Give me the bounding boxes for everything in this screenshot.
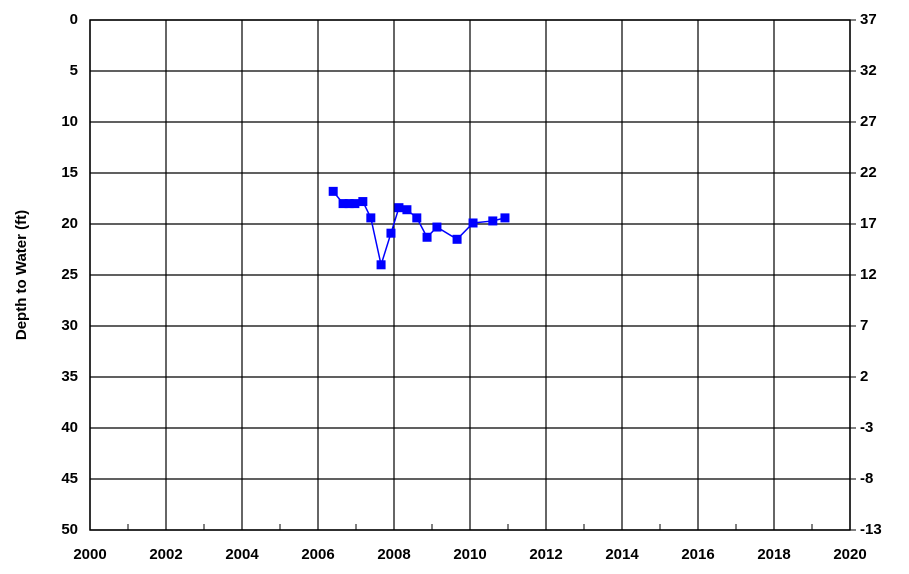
- y-tick-label: 20: [61, 215, 78, 232]
- data-point: [500, 213, 510, 223]
- data-point: [338, 199, 348, 209]
- y-tick-label: 40: [61, 419, 78, 436]
- data-point: [422, 232, 432, 242]
- y2-tick-label: 22: [860, 164, 877, 181]
- data-point: [328, 186, 338, 196]
- x-tick-label: 2000: [73, 546, 106, 563]
- data-point: [452, 234, 462, 244]
- x-tick-label: 2012: [529, 546, 562, 563]
- y-tick-label: 25: [61, 266, 78, 283]
- plot-frame: [89, 19, 851, 531]
- x-tick-label: 2006: [301, 546, 334, 563]
- y2-tick-label: 37: [860, 11, 877, 28]
- x-tick-label: 2016: [681, 546, 714, 563]
- x-tick-label: 2002: [149, 546, 182, 563]
- y2-tick-label: 2: [860, 368, 868, 385]
- data-point: [468, 218, 478, 228]
- y-tick-label: 10: [61, 113, 78, 130]
- y2-tick-label: -8: [860, 470, 873, 487]
- data-point: [376, 260, 386, 270]
- y2-tick-label: -13: [860, 521, 882, 538]
- y2-tick-label: 32: [860, 62, 877, 79]
- y-tick-label: 50: [61, 521, 78, 538]
- data-point: [412, 213, 422, 223]
- data-point: [432, 222, 442, 232]
- x-tick-label: 2004: [225, 546, 259, 563]
- y-tick-label: 15: [61, 164, 78, 181]
- y-axis-label: Depth to Water (ft): [13, 210, 30, 340]
- data-point: [366, 213, 376, 223]
- y-tick-label: 45: [61, 470, 78, 487]
- x-tick-label: 2018: [757, 546, 790, 563]
- x-tick-label: 2014: [605, 546, 639, 563]
- y-tick-label: 5: [70, 62, 78, 79]
- x-tick-label: 2020: [833, 546, 866, 563]
- data-point: [394, 203, 404, 213]
- y2-tick-label: 17: [860, 215, 877, 232]
- data-point: [402, 205, 412, 215]
- x-tick-label: 2010: [453, 546, 486, 563]
- x-tick-label: 2008: [377, 546, 410, 563]
- data-point: [386, 228, 396, 238]
- y-tick-label: 30: [61, 317, 78, 334]
- y2-tick-label: 27: [860, 113, 877, 130]
- y2-tick-label: 7: [860, 317, 868, 334]
- data-point: [358, 197, 368, 207]
- data-point: [344, 199, 354, 209]
- data-point: [350, 199, 360, 209]
- y-tick-label: 0: [70, 11, 78, 28]
- y2-tick-label: 12: [860, 266, 877, 283]
- data-point: [488, 216, 498, 226]
- y2-tick-label: -3: [860, 419, 873, 436]
- y-tick-label: 35: [61, 368, 78, 385]
